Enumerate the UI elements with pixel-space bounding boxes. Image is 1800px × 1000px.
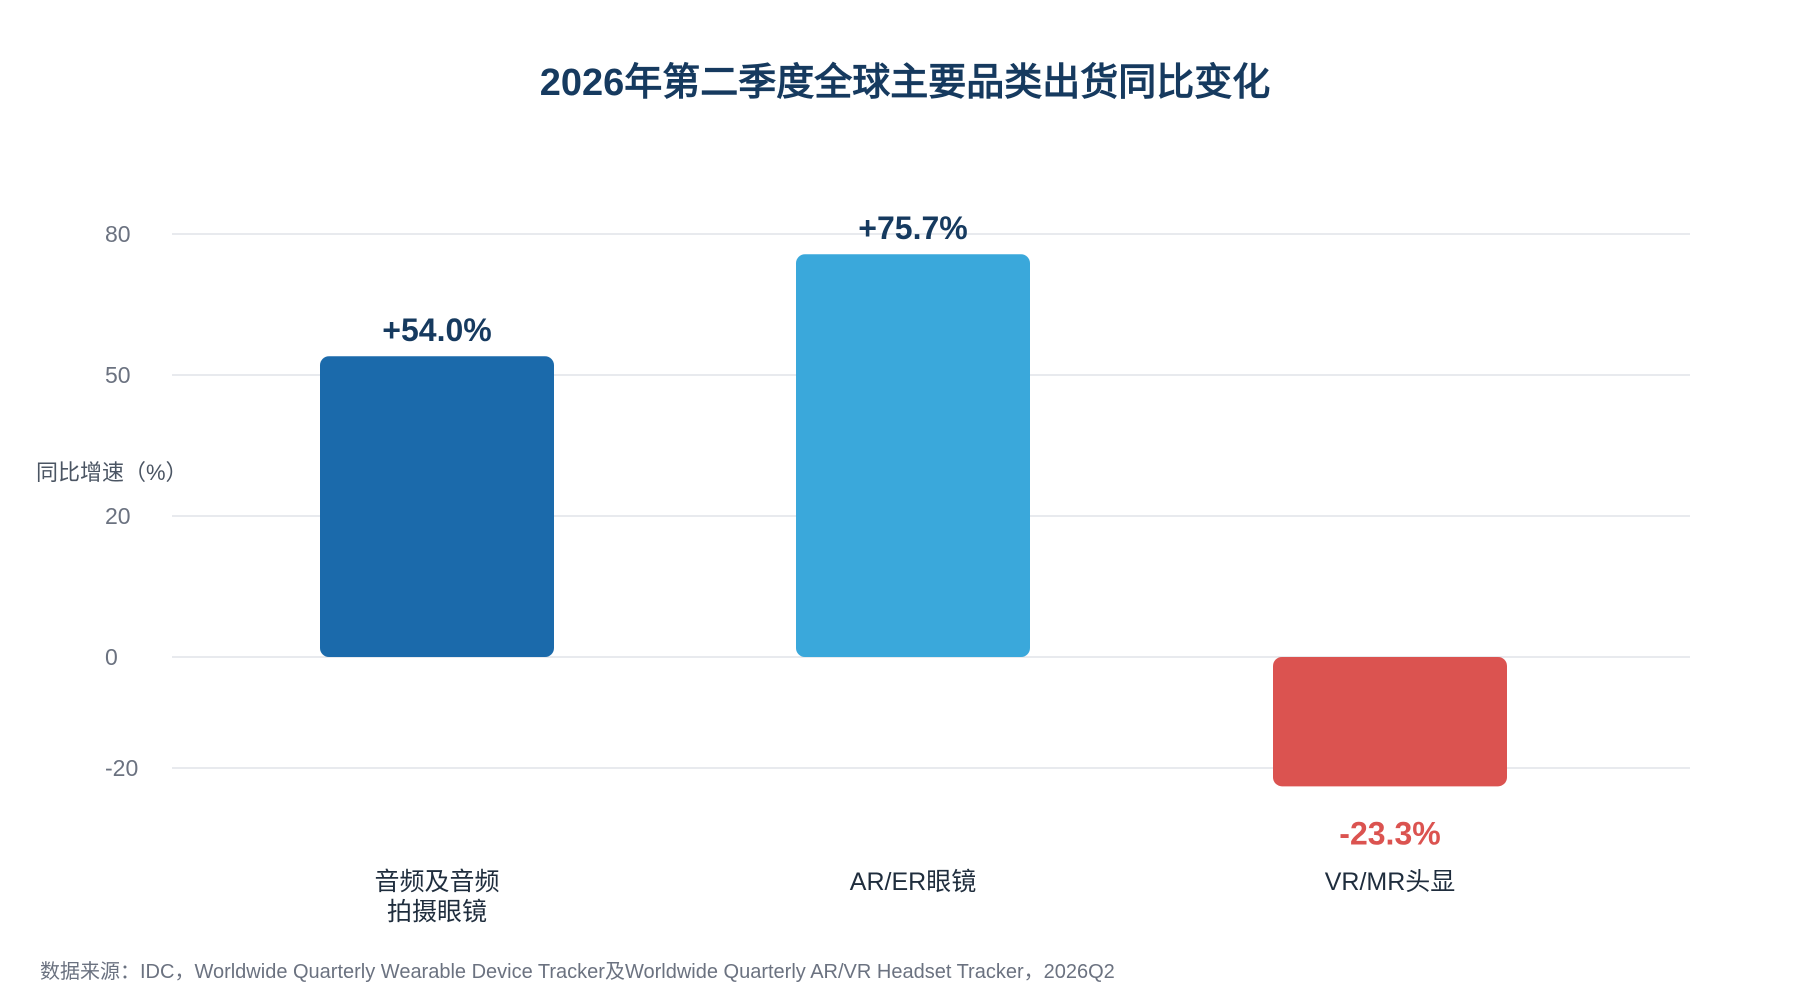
y-tick-label: -20 [105, 755, 138, 781]
y-axis-ticks: 80 50 20 0 -20 [105, 221, 138, 781]
x-tick-label: 拍摄眼镜 [387, 898, 487, 926]
x-tick-label: 音频及音频 [374, 868, 499, 896]
data-labels: +54.0% +75.7% -23.3% [382, 210, 1440, 851]
data-label: -23.3% [1339, 815, 1440, 851]
y-tick-label: 20 [105, 503, 131, 529]
bar [796, 254, 1030, 657]
chart-title: 2026年第二季度全球主要品类出货同比变化 [540, 61, 1271, 104]
bars [320, 254, 1507, 787]
bar [320, 356, 554, 657]
data-label: +75.7% [858, 210, 967, 246]
bar [1273, 657, 1507, 787]
source-note: 数据来源：IDC，Worldwide Quarterly Wearable De… [40, 960, 1115, 983]
data-label: +54.0% [382, 312, 491, 348]
y-axis-label: 同比增速（%） [36, 460, 188, 485]
y-tick-label: 80 [105, 221, 131, 247]
x-tick-label: VR/MR头显 [1325, 868, 1456, 896]
y-tick-label: 50 [105, 362, 131, 388]
x-tick-label: AR/ER眼镜 [850, 868, 976, 896]
y-tick-label: 0 [105, 644, 118, 670]
